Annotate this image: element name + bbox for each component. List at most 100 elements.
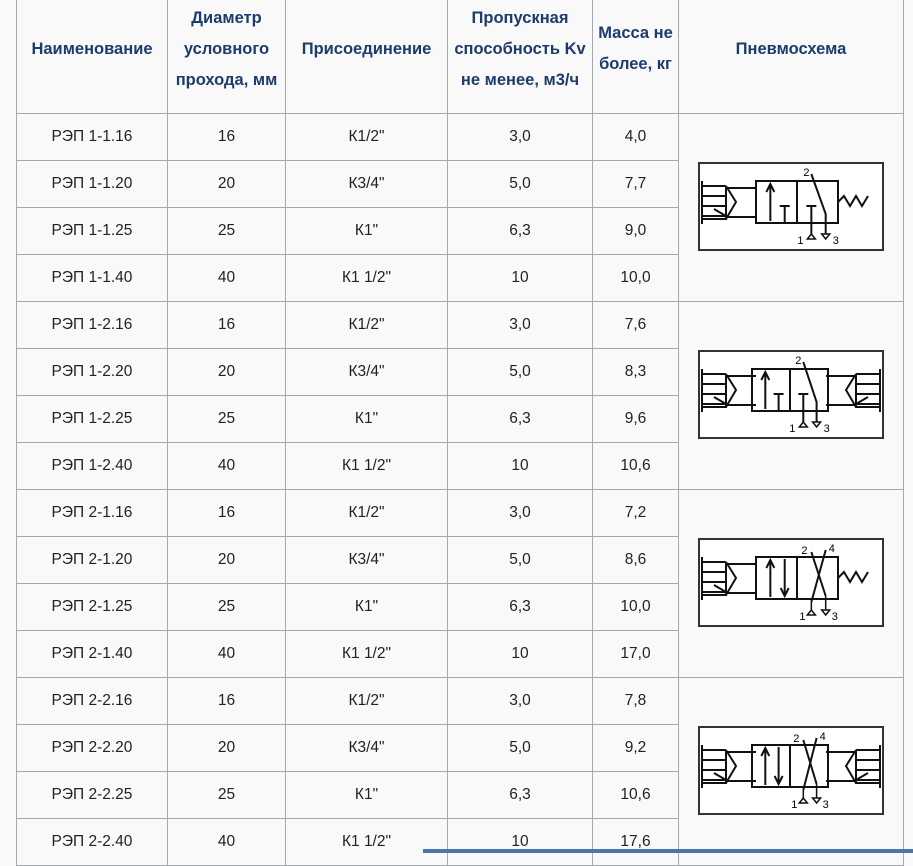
- mass: 10,6: [592, 771, 679, 819]
- model-name: РЭП 1-1.25: [16, 207, 168, 255]
- mass: 8,3: [592, 348, 679, 396]
- connection: К1 1/2": [285, 254, 448, 302]
- model-name: РЭП 1-1.40: [16, 254, 168, 302]
- mass: 9,0: [592, 207, 679, 255]
- mass: 8,6: [592, 536, 679, 584]
- column-header: Масса не более, кг: [592, 0, 679, 114]
- mass: 4,0: [592, 113, 679, 161]
- connection: К1/2": [285, 489, 448, 537]
- scrollbar[interactable]: [423, 849, 913, 853]
- connection: К3/4": [285, 536, 448, 584]
- pneumatic-scheme: 2 1 3: [678, 301, 904, 490]
- nominal-diameter: 40: [167, 630, 286, 678]
- connection: К3/4": [285, 348, 448, 396]
- connection: К1": [285, 395, 448, 443]
- nominal-diameter: 40: [167, 818, 286, 866]
- connection: К1": [285, 583, 448, 631]
- column-header: Диаметр условного прохода, мм: [167, 0, 286, 114]
- flow-capacity: 3,0: [447, 677, 593, 725]
- svg-text:3: 3: [824, 423, 830, 435]
- nominal-diameter: 25: [167, 771, 286, 819]
- flow-capacity: 10: [447, 442, 593, 490]
- table-row: РЭП 1-1.25 25 К1" 6,3 9,0: [16, 207, 904, 255]
- svg-text:1: 1: [789, 423, 795, 435]
- flow-capacity: 6,3: [447, 583, 593, 631]
- connection: К1 1/2": [285, 630, 448, 678]
- nominal-diameter: 40: [167, 442, 286, 490]
- model-name: РЭП 1-2.16: [16, 301, 168, 349]
- pneumatic-scheme: 2 4 1 3: [678, 677, 904, 866]
- nominal-diameter: 16: [167, 677, 286, 725]
- flow-capacity: 3,0: [447, 489, 593, 537]
- flow-capacity: 3,0: [447, 301, 593, 349]
- flow-capacity: 3,0: [447, 113, 593, 161]
- table-row: РЭП 2-1.20 20 К3/4" 5,0 8,6: [16, 536, 904, 584]
- nominal-diameter: 25: [167, 207, 286, 255]
- nominal-diameter: 25: [167, 583, 286, 631]
- svg-text:1: 1: [799, 611, 805, 623]
- pneumatic-diagram-image: 2 1 3: [698, 349, 884, 439]
- nominal-diameter: 25: [167, 395, 286, 443]
- mass: 9,2: [592, 724, 679, 772]
- model-name: РЭП 2-1.40: [16, 630, 168, 678]
- connection: К1 1/2": [285, 818, 448, 866]
- pneumatic-diagram-image: 2 1 3: [698, 161, 884, 251]
- mass: 7,2: [592, 489, 679, 537]
- connection: К1/2": [285, 677, 448, 725]
- mass: 10,6: [592, 442, 679, 490]
- connection: К1/2": [285, 113, 448, 161]
- table-row: РЭП 1-1.20 20 К3/4" 5,0 7,7: [16, 160, 904, 208]
- nominal-diameter: 16: [167, 301, 286, 349]
- header-row: Наименование Диаметр условного прохода, м…: [16, 0, 904, 114]
- flow-capacity: 6,3: [447, 771, 593, 819]
- model-name: РЭП 2-1.20: [16, 536, 168, 584]
- flow-capacity: 10: [447, 630, 593, 678]
- connection: К1/2": [285, 301, 448, 349]
- flow-capacity: 10: [447, 254, 593, 302]
- model-name: РЭП 2-2.25: [16, 771, 168, 819]
- model-name: РЭП 1-2.20: [16, 348, 168, 396]
- pneumatic-diagram-image: 2 4 1 3: [698, 537, 884, 627]
- svg-text:2: 2: [803, 167, 809, 179]
- mass: 7,8: [592, 677, 679, 725]
- svg-text:4: 4: [829, 543, 835, 555]
- nominal-diameter: 16: [167, 489, 286, 537]
- svg-text:1: 1: [791, 799, 797, 811]
- table-row: РЭП 2-2.16 16 К1/2" 3,0 7,8 2 4 1 3: [16, 677, 904, 866]
- flow-capacity: 6,3: [447, 207, 593, 255]
- mass: 7,7: [592, 160, 679, 208]
- table-row: РЭП 1-2.40 40 К1 1/2" 10 10,6: [16, 442, 904, 490]
- table-row: РЭП 1-2.16 16 К1/2" 3,0 7,6 2 1 3: [16, 301, 904, 490]
- model-name: РЭП 2-2.40: [16, 818, 168, 866]
- model-name: РЭП 2-2.16: [16, 677, 168, 725]
- svg-text:1: 1: [797, 235, 803, 247]
- model-name: РЭП 2-1.16: [16, 489, 168, 537]
- svg-text:3: 3: [832, 611, 838, 623]
- svg-text:2: 2: [801, 545, 807, 557]
- mass: 10,0: [592, 254, 679, 302]
- table-row: РЭП 2-2.20 20 К3/4" 5,0 9,2: [16, 724, 904, 772]
- model-name: РЭП 1-1.16: [16, 113, 168, 161]
- nominal-diameter: 16: [167, 113, 286, 161]
- pneumatic-scheme: 2 1 3: [678, 113, 904, 302]
- mass: 9,6: [592, 395, 679, 443]
- nominal-diameter: 20: [167, 160, 286, 208]
- flow-capacity: 5,0: [447, 348, 593, 396]
- flow-capacity: 6,3: [447, 395, 593, 443]
- table-row: РЭП 1-1.40 40 К1 1/2" 10 10,0: [16, 254, 904, 302]
- mass: 17,0: [592, 630, 679, 678]
- connection: К1": [285, 207, 448, 255]
- nominal-diameter: 20: [167, 348, 286, 396]
- nominal-diameter: 40: [167, 254, 286, 302]
- svg-text:2: 2: [793, 733, 799, 745]
- model-name: РЭП 2-1.25: [16, 583, 168, 631]
- valve-spec-table: Наименование Диаметр условного прохода, м…: [16, 0, 904, 866]
- flow-capacity: 5,0: [447, 160, 593, 208]
- mass: 7,6: [592, 301, 679, 349]
- svg-text:2: 2: [795, 355, 801, 367]
- svg-text:4: 4: [820, 731, 826, 743]
- svg-text:3: 3: [833, 235, 839, 247]
- connection: К3/4": [285, 160, 448, 208]
- mass: 17,6: [592, 818, 679, 866]
- column-header: Присоединение: [285, 0, 448, 114]
